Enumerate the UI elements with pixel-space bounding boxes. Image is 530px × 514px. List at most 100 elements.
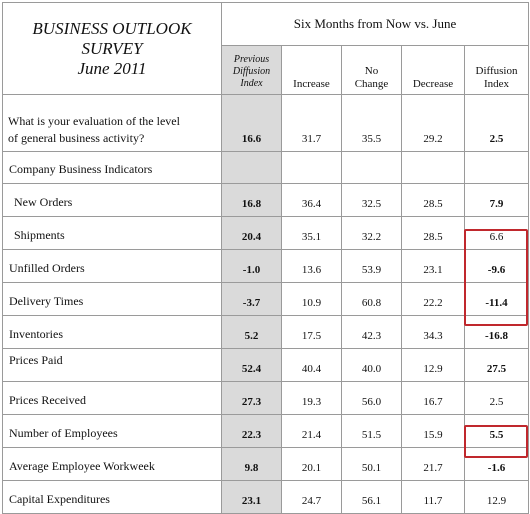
survey-title-line: June 2011 bbox=[77, 58, 147, 78]
row-label: Inventories bbox=[2, 315, 222, 349]
header-line: No bbox=[364, 65, 379, 77]
empty-cell bbox=[464, 151, 529, 184]
cell-no-change: 51.5 bbox=[341, 414, 402, 448]
table-row: Unfilled Orders -1.0 13.6 53.9 23.1 -9.6 bbox=[2, 249, 529, 283]
col-header-increase: Increase bbox=[281, 45, 342, 95]
cell-diffusion-index: 12.9 bbox=[464, 480, 529, 514]
cell-increase: 31.7 bbox=[281, 94, 342, 152]
header-line: Diffusion bbox=[232, 66, 271, 77]
cell-no-change: 42.3 bbox=[341, 315, 402, 349]
cell-previous-index: 27.3 bbox=[221, 381, 282, 415]
cell-increase: 19.3 bbox=[281, 381, 342, 415]
cell-previous-index: 52.4 bbox=[221, 348, 282, 382]
col-header-previous-diffusion-index: Previous Diffusion Index bbox=[221, 45, 282, 95]
header-line: Diffusion bbox=[475, 65, 518, 77]
cell-decrease: 28.5 bbox=[401, 216, 465, 250]
table-row: Prices Paid 52.4 40.4 40.0 12.9 27.5 bbox=[2, 348, 529, 382]
cell-diffusion-index: 7.9 bbox=[464, 183, 529, 217]
cell-diffusion-index: 2.5 bbox=[464, 381, 529, 415]
cell-no-change: 56.1 bbox=[341, 480, 402, 514]
row-label: Number of Employees bbox=[2, 414, 222, 448]
cell-previous-index: 16.8 bbox=[221, 183, 282, 217]
cell-decrease: 16.7 bbox=[401, 381, 465, 415]
row-label: Shipments bbox=[2, 216, 222, 250]
cell-previous-index: 5.2 bbox=[221, 315, 282, 349]
header-line: Increase bbox=[293, 78, 330, 90]
row-label: Average Employee Workweek bbox=[2, 447, 222, 481]
cell-no-change: 53.9 bbox=[341, 249, 402, 283]
cell-decrease: 22.2 bbox=[401, 282, 465, 316]
cell-no-change: 56.0 bbox=[341, 381, 402, 415]
cell-no-change: 32.2 bbox=[341, 216, 402, 250]
empty-cell bbox=[221, 151, 282, 184]
col-header-decrease: Decrease bbox=[401, 45, 465, 95]
row-label: New Orders bbox=[2, 183, 222, 217]
cell-increase: 36.4 bbox=[281, 183, 342, 217]
cell-no-change: 60.8 bbox=[341, 282, 402, 316]
cell-no-change: 32.5 bbox=[341, 183, 402, 217]
cell-diffusion-index: 27.5 bbox=[464, 348, 529, 382]
table-row: Prices Received 27.3 19.3 56.0 16.7 2.5 bbox=[2, 381, 529, 415]
header-line: Change bbox=[354, 78, 389, 90]
cell-increase: 40.4 bbox=[281, 348, 342, 382]
table-row: Inventories 5.2 17.5 42.3 34.3 -16.8 bbox=[2, 315, 529, 349]
col-header-diffusion-index: Diffusion Index bbox=[464, 45, 529, 95]
cell-previous-index: 23.1 bbox=[221, 480, 282, 514]
header-line: Previous bbox=[233, 54, 270, 65]
cell-previous-index: -3.7 bbox=[221, 282, 282, 316]
row-label: Prices Paid bbox=[2, 348, 222, 382]
section-row: Company Business Indicators bbox=[2, 151, 529, 184]
cell-diffusion-index: 2.5 bbox=[464, 94, 529, 152]
col-header-no-change: No Change bbox=[341, 45, 402, 95]
header-line: Decrease bbox=[412, 78, 454, 90]
cell-increase: 35.1 bbox=[281, 216, 342, 250]
cell-previous-index: -1.0 bbox=[221, 249, 282, 283]
row-label: Prices Received bbox=[2, 381, 222, 415]
highlight-box-negative-indexes bbox=[464, 229, 528, 326]
cell-increase: 21.4 bbox=[281, 414, 342, 448]
table-row: Delivery Times -3.7 10.9 60.8 22.2 -11.4 bbox=[2, 282, 529, 316]
row-label: Unfilled Orders bbox=[2, 249, 222, 283]
section-label: Company Business Indicators bbox=[2, 151, 222, 184]
cell-no-change: 40.0 bbox=[341, 348, 402, 382]
cell-decrease: 11.7 bbox=[401, 480, 465, 514]
empty-cell bbox=[341, 151, 402, 184]
header-row-top: BUSINESS OUTLOOK SURVEY June 2011 Six Mo… bbox=[2, 2, 529, 95]
survey-title-line: BUSINESS OUTLOOK bbox=[32, 18, 192, 38]
cell-increase: 20.1 bbox=[281, 447, 342, 481]
highlight-box-workweek-index bbox=[464, 425, 528, 458]
cell-decrease: 15.9 bbox=[401, 414, 465, 448]
empty-cell bbox=[281, 151, 342, 184]
cell-decrease: 29.2 bbox=[401, 94, 465, 152]
row-label: Delivery Times bbox=[2, 282, 222, 316]
cell-decrease: 12.9 bbox=[401, 348, 465, 382]
cell-decrease: 34.3 bbox=[401, 315, 465, 349]
cell-increase: 17.5 bbox=[281, 315, 342, 349]
survey-title: BUSINESS OUTLOOK SURVEY June 2011 bbox=[2, 2, 222, 95]
table-row: Capital Expenditures 23.1 24.7 56.1 11.7… bbox=[2, 480, 529, 514]
table-row: Average Employee Workweek 9.8 20.1 50.1 … bbox=[2, 447, 529, 481]
cell-diffusion-index: -16.8 bbox=[464, 315, 529, 349]
cell-previous-index: 9.8 bbox=[221, 447, 282, 481]
table-row: Shipments 20.4 35.1 32.2 28.5 6.6 bbox=[2, 216, 529, 250]
header-line: Index bbox=[240, 78, 263, 89]
empty-cell bbox=[401, 151, 465, 184]
question-label-line: of general business activity? bbox=[8, 131, 145, 145]
cell-previous-index: 22.3 bbox=[221, 414, 282, 448]
cell-previous-index: 16.6 bbox=[221, 94, 282, 152]
question-label: What is your evaluation of the level of … bbox=[2, 94, 222, 152]
cell-diffusion-index: 6.6 bbox=[464, 216, 529, 250]
cell-previous-index: 20.4 bbox=[221, 216, 282, 250]
question-row: What is your evaluation of the level of … bbox=[2, 94, 529, 152]
table-row: Number of Employees 22.3 21.4 51.5 15.9 … bbox=[2, 414, 529, 448]
header-line: Index bbox=[483, 78, 510, 90]
cell-no-change: 35.5 bbox=[341, 94, 402, 152]
table-row: New Orders 16.8 36.4 32.5 28.5 7.9 bbox=[2, 183, 529, 217]
cell-diffusion-index: -9.6 bbox=[464, 249, 529, 283]
cell-increase: 13.6 bbox=[281, 249, 342, 283]
cell-decrease: 21.7 bbox=[401, 447, 465, 481]
row-label: Capital Expenditures bbox=[2, 480, 222, 514]
cell-diffusion-index: -1.6 bbox=[464, 447, 529, 481]
cell-decrease: 23.1 bbox=[401, 249, 465, 283]
